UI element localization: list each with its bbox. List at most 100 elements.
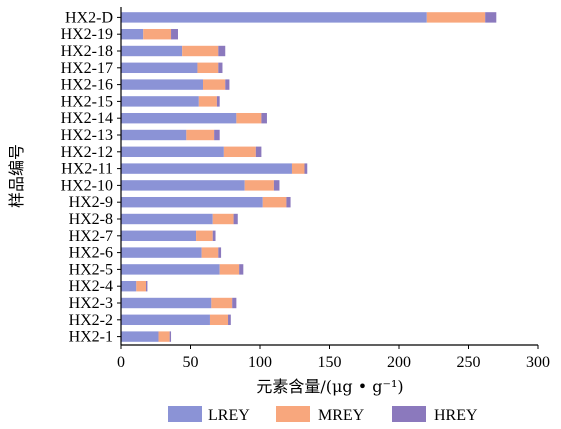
y-tick-label-hx2-4: HX2-4 xyxy=(69,278,113,295)
bar-mrey-hx2-15 xyxy=(198,96,217,107)
y-tick-label-hx2-13: HX2-13 xyxy=(61,127,113,144)
y-tick-label-hx2-3: HX2-3 xyxy=(69,295,113,312)
x-tick-labels: 0 50 100 150 200 250 300 xyxy=(117,354,550,371)
bar-lrey-hx2-d xyxy=(121,12,427,23)
bar-hrey-hx2-6 xyxy=(218,247,222,258)
x-tick-label-150: 150 xyxy=(318,354,342,371)
legend-swatch-hrey xyxy=(392,406,426,422)
bar-mrey-hx2-11 xyxy=(291,163,305,174)
bar-mrey-hx2-10 xyxy=(244,180,274,191)
y-tick-label-hx2-19: HX2-19 xyxy=(61,26,113,43)
bar-mrey-hx2-4 xyxy=(136,280,147,292)
y-tick-label-hx2-10: HX2-10 xyxy=(61,177,113,194)
bar-lrey-hx2-9 xyxy=(121,196,263,208)
y-tick-label-hx2-9: HX2-9 xyxy=(69,194,113,211)
bar-hrey-hx2-16 xyxy=(225,79,230,90)
bar-hrey-hx2-1 xyxy=(169,331,172,342)
legend: LREY MREY HREY xyxy=(168,406,478,424)
bar-hrey-hx2-d xyxy=(485,12,497,23)
y-tick-label-hx2-2: HX2-2 xyxy=(69,312,113,329)
y-tick-label-hx2-6: HX2-6 xyxy=(69,245,113,262)
bar-mrey-hx2-17 xyxy=(197,62,219,74)
bar-hrey-hx2-17 xyxy=(218,62,223,74)
bar-hrey-hx2-19 xyxy=(171,28,178,40)
y-tick-label-hx2-16: HX2-16 xyxy=(61,77,113,94)
bar-lrey-hx2-10 xyxy=(121,180,245,191)
y-tick-label-hx2-15: HX2-15 xyxy=(61,93,113,110)
legend-label-mrey: MREY xyxy=(318,407,365,424)
bar-mrey-hx2-19 xyxy=(143,28,172,40)
y-tick-label-hx2-1: HX2-1 xyxy=(69,329,113,346)
bar-mrey-hx2-9 xyxy=(262,196,287,208)
bar-mrey-hx2-2 xyxy=(209,314,229,326)
bar-lrey-hx2-4 xyxy=(121,280,137,292)
y-tick-label-hx2-5: HX2-5 xyxy=(69,261,113,278)
bar-mrey-hx2-1 xyxy=(158,331,170,342)
bar-hrey-hx2-8 xyxy=(233,213,238,225)
bar-hrey-hx2-3 xyxy=(232,297,237,309)
bar-lrey-hx2-15 xyxy=(121,96,199,107)
y-tick-label-hx2-8: HX2-8 xyxy=(69,211,113,228)
y-tick-label-hx2-18: HX2-18 xyxy=(61,43,113,60)
bar-lrey-hx2-14 xyxy=(121,112,237,124)
x-tick-label-200: 200 xyxy=(387,354,411,371)
bar-mrey-hx2-6 xyxy=(201,247,219,258)
bar-mrey-hx2-18 xyxy=(182,45,219,57)
bar-hrey-hx2-11 xyxy=(304,163,308,174)
x-tick-label-250: 250 xyxy=(457,354,481,371)
bar-mrey-hx2-14 xyxy=(236,112,262,124)
bar-mrey-hx2-12 xyxy=(223,146,256,158)
bar-lrey-hx2-12 xyxy=(121,146,224,158)
legend-label-hrey: HREY xyxy=(434,407,478,424)
y-tick-labels: HX2-DHX2-19HX2-18HX2-17HX2-16HX2-15HX2-1… xyxy=(61,9,113,345)
y-tick-label-hx2-7: HX2-7 xyxy=(69,228,113,245)
bar-mrey-hx2-d xyxy=(426,12,486,23)
y-tick-label-hx2-17: HX2-17 xyxy=(61,60,113,77)
bar-hrey-hx2-15 xyxy=(216,96,220,107)
axes xyxy=(117,7,539,349)
bar-lrey-hx2-11 xyxy=(121,163,292,174)
bar-lrey-hx2-17 xyxy=(121,62,198,74)
x-tick-label-300: 300 xyxy=(526,354,550,371)
y-axis-label: 样品编号 xyxy=(7,144,26,208)
bar-mrey-hx2-13 xyxy=(186,129,215,141)
bar-lrey-hx2-8 xyxy=(121,213,213,225)
y-tick-label-hx2-14: HX2-14 xyxy=(61,110,113,127)
bar-mrey-hx2-16 xyxy=(203,79,226,90)
x-tick-label-0: 0 xyxy=(117,354,125,371)
bar-lrey-hx2-13 xyxy=(121,129,187,141)
bar-hrey-hx2-7 xyxy=(212,230,216,242)
legend-swatch-lrey xyxy=(168,406,202,422)
x-tick-label-50: 50 xyxy=(183,354,199,371)
bar-lrey-hx2-1 xyxy=(121,331,159,342)
y-tick-label-hx2-12: HX2-12 xyxy=(61,144,113,161)
bar-hrey-hx2-2 xyxy=(228,314,231,326)
y-tick-label-hx2-d: HX2-D xyxy=(65,9,113,26)
bar-lrey-hx2-3 xyxy=(121,297,212,309)
x-axis-label: 元素含量/(μg • g⁻¹) xyxy=(256,377,403,396)
bars-group xyxy=(121,12,497,342)
legend-label-lrey: LREY xyxy=(208,407,250,424)
bar-hrey-hx2-12 xyxy=(255,146,262,158)
bar-lrey-hx2-2 xyxy=(121,314,210,326)
bar-hrey-hx2-9 xyxy=(286,196,291,208)
bar-hrey-hx2-14 xyxy=(261,112,267,124)
bar-mrey-hx2-8 xyxy=(212,213,234,225)
bar-hrey-hx2-13 xyxy=(214,129,220,141)
x-tick-label-100: 100 xyxy=(248,354,272,371)
bar-hrey-hx2-4 xyxy=(146,280,148,292)
bar-lrey-hx2-5 xyxy=(121,264,220,275)
bar-lrey-hx2-7 xyxy=(121,230,197,242)
bar-lrey-hx2-6 xyxy=(121,247,202,258)
bar-lrey-hx2-16 xyxy=(121,79,204,90)
bar-hrey-hx2-10 xyxy=(273,180,280,191)
bar-hrey-hx2-5 xyxy=(239,264,244,275)
bar-lrey-hx2-19 xyxy=(121,28,144,40)
legend-swatch-mrey xyxy=(276,406,310,422)
bar-lrey-hx2-18 xyxy=(121,45,183,57)
bar-mrey-hx2-5 xyxy=(219,264,240,275)
bar-mrey-hx2-7 xyxy=(196,230,213,242)
bar-hrey-hx2-18 xyxy=(218,45,226,57)
bar-mrey-hx2-3 xyxy=(211,297,233,309)
